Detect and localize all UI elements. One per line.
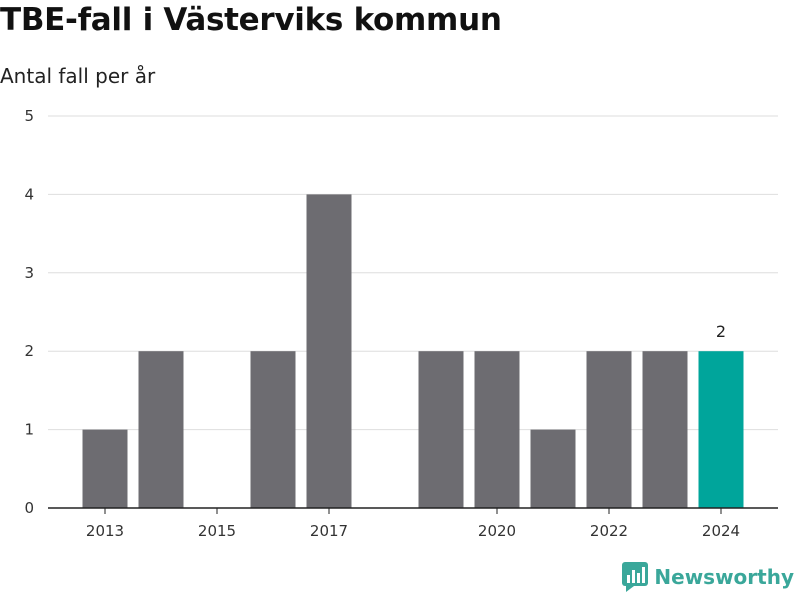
- y-tick-label: 3: [24, 264, 34, 282]
- newsworthy-logo: Newsworthy: [622, 562, 794, 592]
- bar-2023: [642, 351, 688, 508]
- bar-2020: [474, 351, 520, 508]
- y-tick-label: 4: [24, 185, 34, 203]
- x-tick-label: 2020: [478, 522, 516, 540]
- bar-2019: [418, 351, 464, 508]
- bar-2017: [306, 194, 352, 508]
- x-axis-ticks: 2013 2015 2017 2020 2022 2024: [86, 508, 740, 540]
- x-tick-label: 2022: [590, 522, 628, 540]
- bar-2016: [250, 351, 296, 508]
- brand-name: Newsworthy: [654, 565, 794, 589]
- chart-subtitle: Antal fall per år: [0, 64, 156, 88]
- data-label-2024: 2: [716, 322, 726, 341]
- y-tick-label: 1: [24, 421, 34, 439]
- data-labels: 2: [716, 322, 726, 341]
- chart-title: TBE-fall i Västerviks kommun: [0, 2, 502, 38]
- x-tick-label: 2024: [702, 522, 740, 540]
- bar-chart-logo-icon: [622, 562, 649, 592]
- y-tick-label: 2: [24, 342, 34, 360]
- bar-2021: [530, 429, 576, 508]
- bar-2022: [586, 351, 632, 508]
- y-tick-label: 5: [24, 107, 34, 125]
- bars: [82, 194, 744, 508]
- bar-2024: [698, 351, 744, 508]
- x-tick-label: 2013: [86, 522, 124, 540]
- x-tick-label: 2015: [198, 522, 236, 540]
- y-tick-label: 0: [24, 499, 34, 517]
- bar-2014: [138, 351, 184, 508]
- y-axis-ticks: 0 1 2 3 4 5: [24, 107, 34, 517]
- bar-2013: [82, 429, 128, 508]
- x-tick-label: 2017: [310, 522, 348, 540]
